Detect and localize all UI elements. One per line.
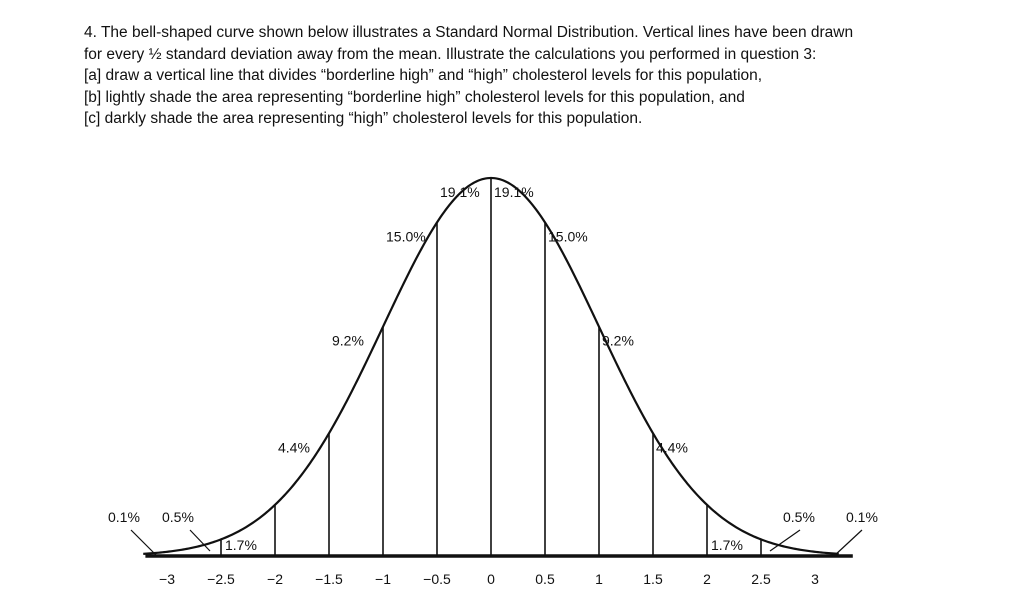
x-tick-label: −1.5 bbox=[315, 571, 343, 587]
x-tick-label: 0 bbox=[487, 571, 495, 587]
question-line: [a] draw a vertical line that divides “b… bbox=[84, 67, 763, 84]
pointer-line bbox=[833, 529, 863, 557]
region-percent-label: 19.1% bbox=[440, 184, 480, 200]
region-percent-label: 9.2% bbox=[602, 333, 634, 349]
region-percent-label: 0.5% bbox=[162, 509, 194, 525]
region-percent-label: 0.5% bbox=[783, 509, 815, 525]
x-tick-label: −2 bbox=[267, 571, 283, 587]
region-percent-label: 1.7% bbox=[225, 537, 257, 553]
region-percent-label: 0.1% bbox=[108, 509, 140, 525]
x-tick-label: 2 bbox=[703, 571, 711, 587]
region-percent-label: 0.1% bbox=[846, 509, 878, 525]
region-percent-label: 4.4% bbox=[278, 439, 310, 455]
x-tick-label: 2.5 bbox=[751, 571, 771, 587]
region-percent-label: 1.7% bbox=[711, 537, 743, 553]
pointer-line bbox=[769, 529, 801, 552]
question-line: [c] darkly shade the area representing “… bbox=[84, 110, 643, 127]
x-tick-label: 1.5 bbox=[643, 571, 663, 587]
question-line: 4. The bell-shaped curve shown below ill… bbox=[84, 24, 854, 41]
region-percent-label: 4.4% bbox=[656, 439, 688, 455]
x-tick-label: 3 bbox=[811, 571, 819, 587]
region-percent-label: 15.0% bbox=[386, 228, 426, 244]
x-tick-label: −0.5 bbox=[423, 571, 451, 587]
x-tick-label: −3 bbox=[159, 571, 175, 587]
x-tick-label: 0.5 bbox=[535, 571, 555, 587]
pointer-line bbox=[189, 529, 211, 552]
x-tick-label: 1 bbox=[595, 571, 603, 587]
x-tick-label: −2.5 bbox=[207, 571, 235, 587]
region-percent-label: 9.2% bbox=[332, 333, 364, 349]
x-tick-label: −1 bbox=[375, 571, 391, 587]
question-text: 4. The bell-shaped curve shown below ill… bbox=[84, 22, 984, 130]
pointer-line bbox=[130, 529, 158, 557]
question-line: [b] lightly shade the area representing … bbox=[84, 88, 745, 106]
region-percent-label: 15.0% bbox=[548, 228, 588, 244]
question-line: for every ½ standard deviation away from… bbox=[84, 45, 817, 63]
region-percent-label: 19.1% bbox=[494, 184, 534, 200]
